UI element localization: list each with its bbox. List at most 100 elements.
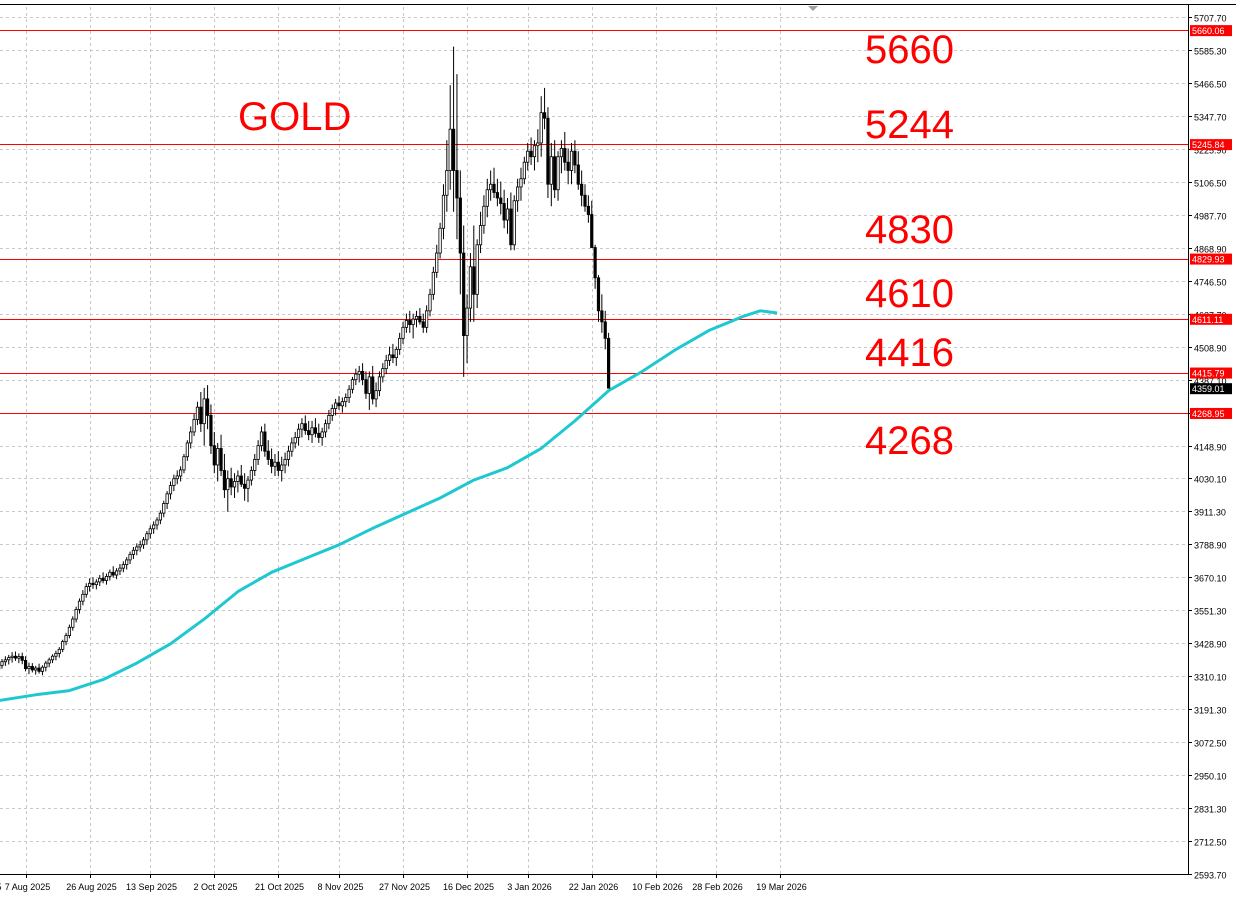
candle	[158, 510, 162, 525]
candle	[307, 420, 311, 441]
candle	[499, 181, 503, 215]
candle-body	[408, 320, 412, 326]
candle	[219, 434, 223, 476]
candle	[600, 294, 604, 333]
candle-body	[232, 481, 237, 488]
candlesticks	[0, 46, 611, 676]
candle-body	[374, 390, 378, 400]
candle	[179, 466, 183, 482]
level-annotation: 5660	[865, 28, 954, 72]
candle-body	[607, 337, 611, 389]
candle-body	[253, 459, 257, 471]
candle-body	[549, 156, 553, 185]
candle-body	[91, 582, 95, 586]
candle	[138, 540, 142, 552]
candle	[50, 654, 55, 664]
candle	[135, 543, 139, 556]
candle-body	[283, 459, 287, 466]
candle	[226, 470, 230, 512]
candle-body	[384, 359, 388, 370]
candle-body	[330, 408, 334, 416]
candle-body	[499, 197, 503, 204]
candle-body	[219, 448, 223, 471]
candle	[445, 140, 449, 212]
candle-body	[357, 370, 361, 375]
candle	[168, 481, 173, 500]
candle	[411, 313, 415, 339]
candle-body	[364, 379, 368, 394]
y-tick-label: 5225.90	[1194, 146, 1227, 156]
candle	[505, 198, 510, 234]
candle	[192, 414, 196, 437]
time-axis[interactable]: 257 Aug 2025 26 Aug 2025 13 Sep 2025 2 Oct …	[0, 874, 807, 892]
price-tag-background	[1190, 383, 1232, 395]
candle	[485, 178, 489, 218]
candle	[418, 308, 422, 325]
y-tick-label: 3788.90	[1194, 541, 1227, 551]
y-tick-label: 4987.70	[1194, 212, 1227, 222]
candle	[253, 453, 257, 476]
candle-body	[371, 376, 375, 400]
candle	[472, 225, 476, 322]
candle-body	[360, 370, 365, 381]
candle	[17, 653, 21, 664]
candle	[546, 107, 550, 199]
candle-body	[67, 626, 71, 636]
candle-body	[226, 478, 230, 491]
candle	[401, 321, 405, 344]
y-tick-label: 3911.30	[1194, 508, 1226, 518]
x-tick-label: 21 Oct 2025	[255, 882, 304, 892]
candle-body	[425, 310, 429, 328]
candle	[199, 392, 203, 432]
candle	[71, 616, 75, 631]
candle	[236, 470, 240, 493]
candle	[249, 466, 253, 486]
candle	[404, 313, 409, 333]
candle-body	[162, 503, 166, 514]
candle	[88, 578, 92, 592]
price-tag-background	[1190, 253, 1232, 265]
candle	[516, 178, 520, 212]
candle-body	[387, 354, 392, 361]
candle	[455, 74, 459, 240]
candle-body	[300, 423, 304, 430]
candle-body	[559, 148, 564, 158]
candle	[280, 456, 284, 482]
candle	[441, 184, 446, 240]
candle-body	[111, 571, 115, 576]
candle	[519, 167, 523, 201]
candle-body	[199, 406, 203, 425]
candle-body	[593, 247, 597, 279]
candle-body	[182, 456, 186, 471]
candle-body	[350, 379, 355, 390]
y-tick-label: 2593.70	[1194, 871, 1227, 881]
candle-body	[131, 549, 136, 555]
candle-body	[141, 539, 146, 546]
x-tick-label: 13 Sep 2025	[126, 882, 177, 892]
candle	[229, 467, 233, 496]
candle	[185, 440, 189, 461]
candle-body	[310, 427, 314, 436]
candle-body	[421, 321, 425, 328]
candle-body	[522, 161, 526, 180]
y-tick-label: 4508.90	[1194, 344, 1227, 354]
y-tick-label: 5585.30	[1194, 47, 1227, 57]
candle-body	[118, 567, 122, 572]
candle	[425, 305, 429, 333]
y-tick-label: 5106.50	[1194, 179, 1227, 189]
x-tick-label: 2 Oct 2025	[193, 882, 237, 892]
candle	[583, 184, 587, 212]
candle	[563, 131, 567, 171]
candle-body	[101, 577, 105, 581]
candle-body	[404, 320, 409, 328]
chart-shift-marker[interactable]	[808, 6, 818, 11]
x-tick-label: 3 Jan 2026	[507, 882, 552, 892]
candle-body	[462, 252, 466, 337]
candle-body	[276, 461, 280, 471]
candle-body	[145, 533, 149, 541]
candle-body	[600, 310, 604, 323]
y-tick-label: 5466.50	[1194, 80, 1227, 90]
level-price-tag: 5660.06	[1190, 25, 1232, 37]
candle-body	[475, 244, 479, 295]
